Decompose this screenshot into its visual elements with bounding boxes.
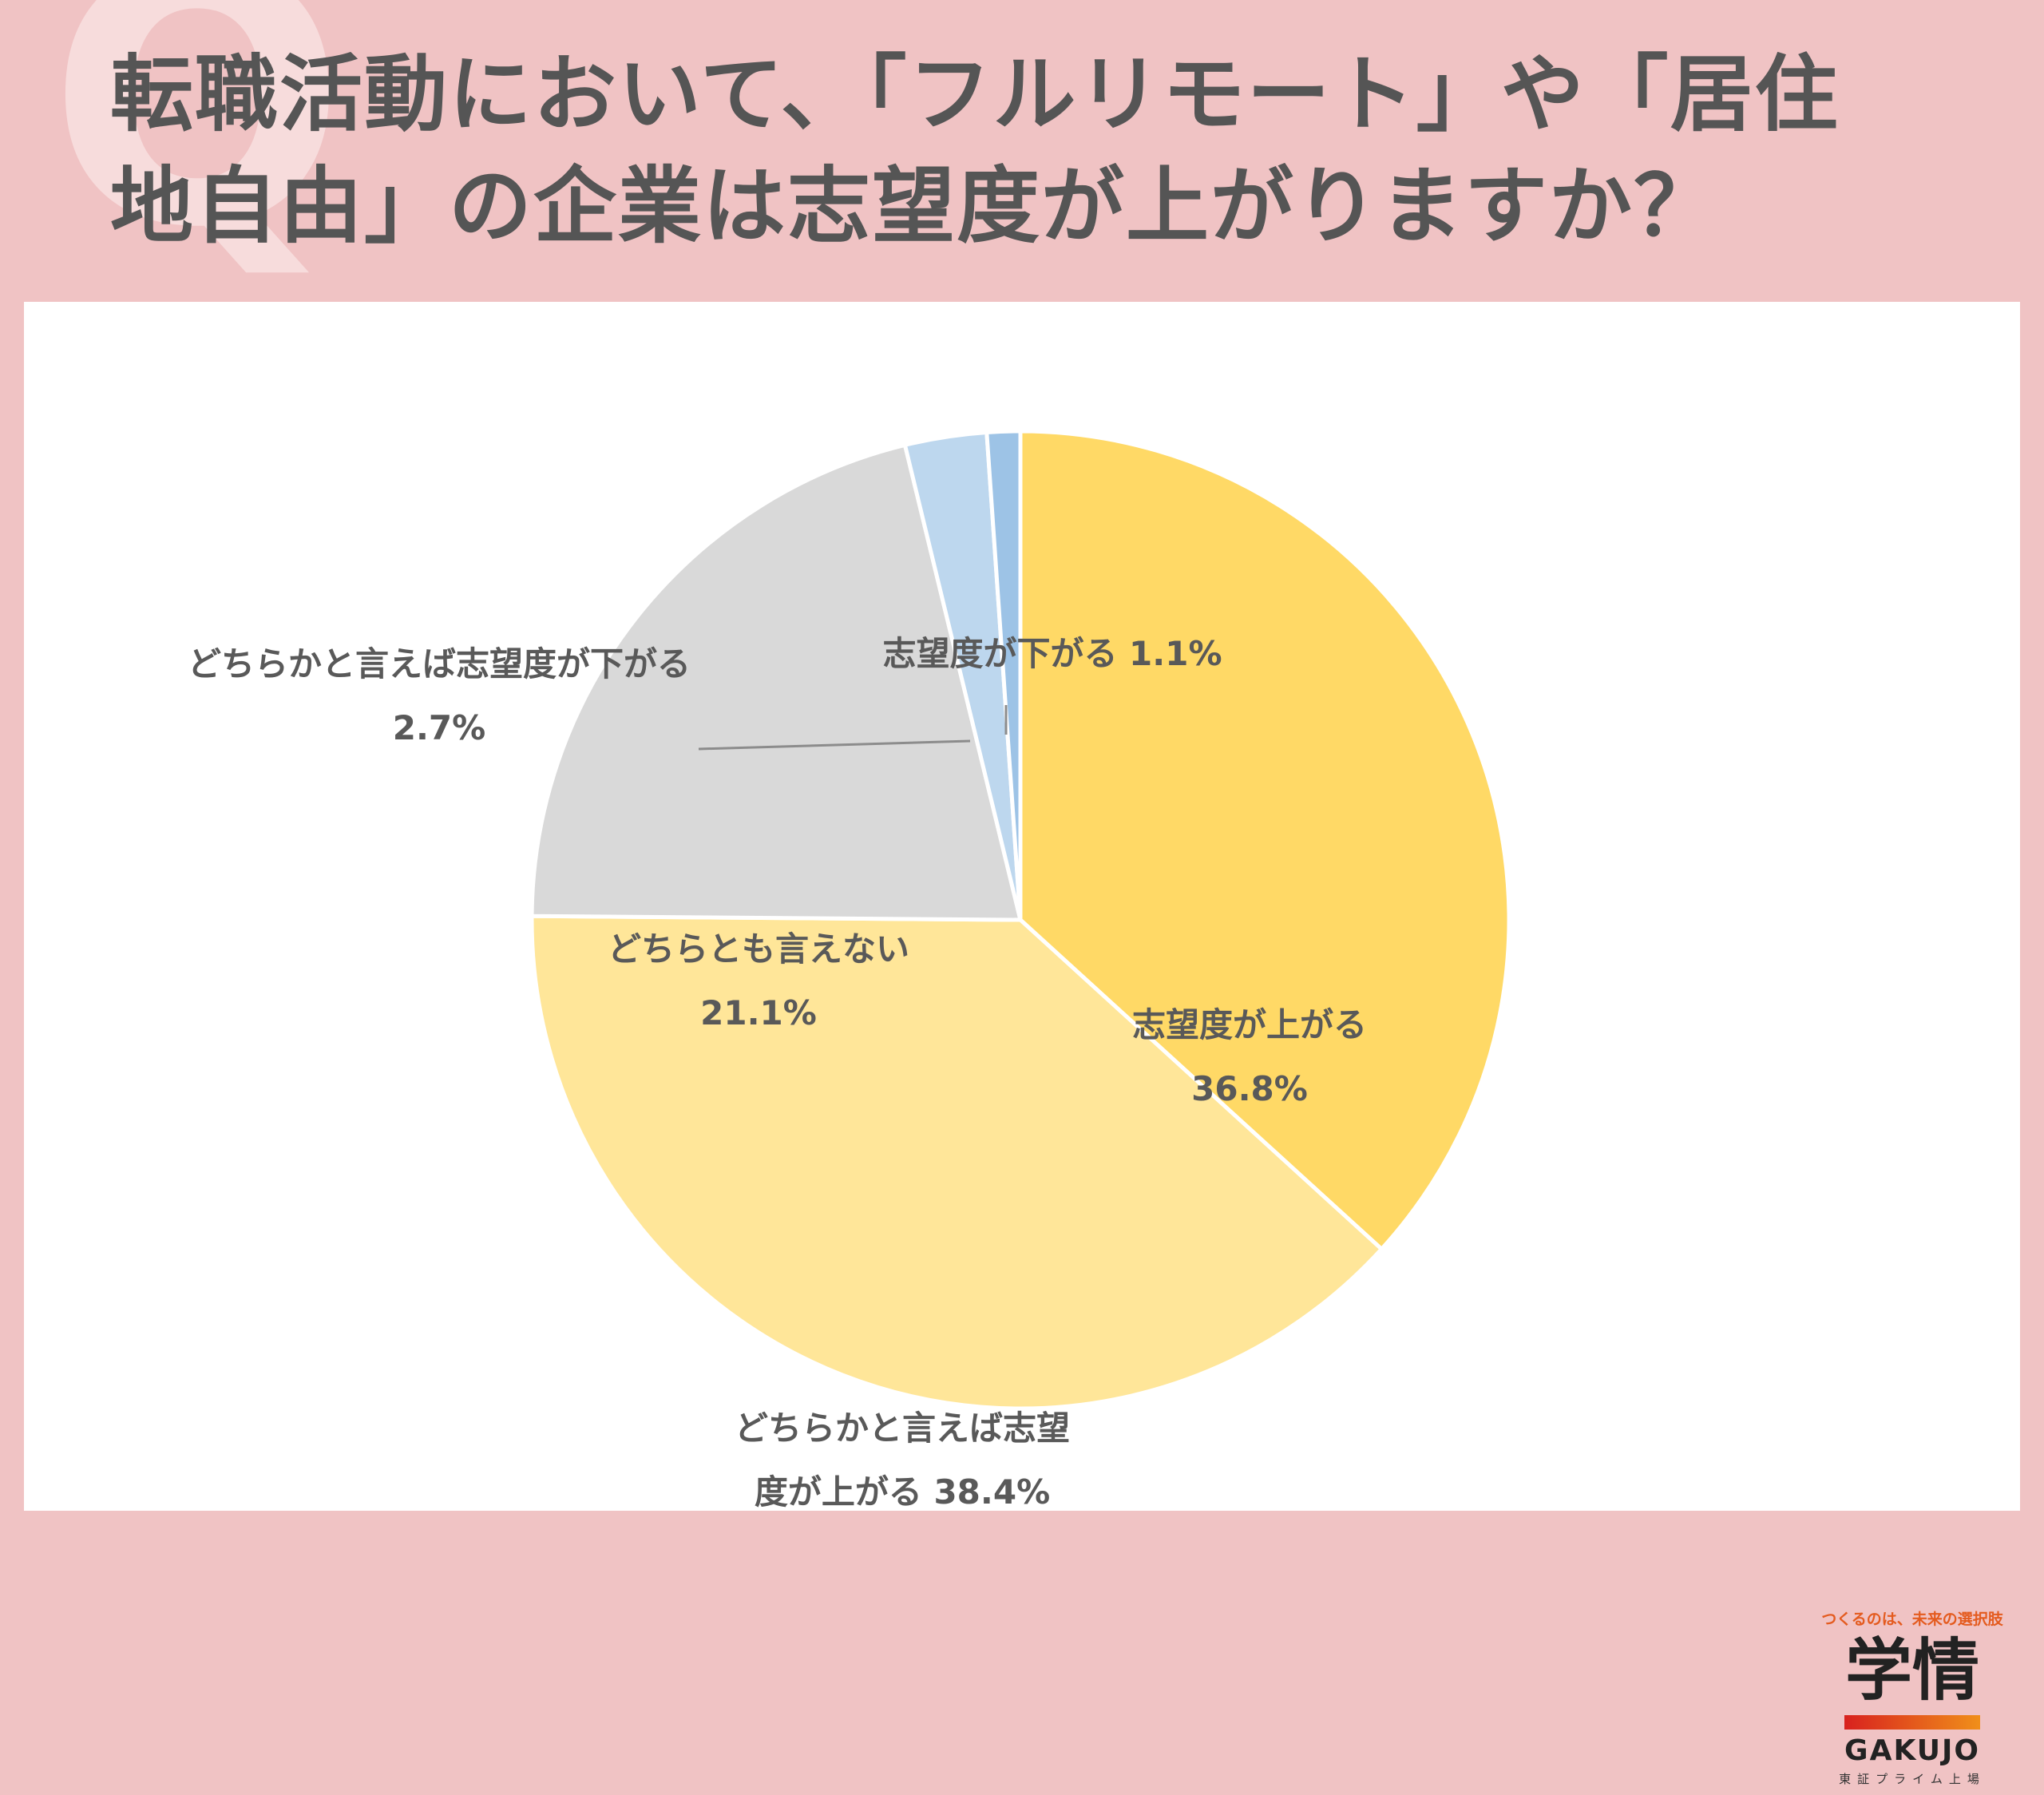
data-label-dochiraka-sagaru: どちらかと言えば志望度が下がる 2.7% xyxy=(188,644,691,747)
pie-slice-dochiratomo xyxy=(529,442,1024,922)
q-watermark-icon: Q xyxy=(48,0,347,304)
data-label-line: どちらとも言えない xyxy=(608,929,909,969)
pie-slice-dochiraka-agaru xyxy=(529,913,1384,1411)
data-label-dochiratomo: どちらとも言えない 21.1% xyxy=(608,929,909,1032)
data-label-dochiraka-agaru: どちらかと言えば志望度が上がる 38.4% xyxy=(735,1409,1070,1511)
data-label-line: 36.8% xyxy=(1191,1069,1308,1108)
logo-bar xyxy=(1844,1715,1980,1730)
data-label-line: 志望度が上がる xyxy=(1132,1005,1367,1044)
logo-tagline: つくるのは、未来の選択肢 xyxy=(1821,1611,2003,1628)
pie-slice-shibou-sagaru xyxy=(984,429,1023,921)
leader-line-dochiraka-sagaru xyxy=(698,739,971,751)
data-label-line: 度が上がる 38.4% xyxy=(755,1472,1050,1511)
logo-subtitle: 東証プライム上場 xyxy=(1839,1772,1986,1786)
logo-name: GAKUJO xyxy=(1844,1734,1980,1767)
chart-panel: 志望度が上がる 36.8% どちらかと言えば志望度が上がる 38.4% どちらとも言え… xyxy=(24,302,2020,1786)
pie-chart: 志望度が上がる 36.8% どちらかと言えば志望度が上がる 38.4% どちらとも言え… xyxy=(188,429,1511,1511)
pie-slice-shibou-agaru xyxy=(1018,429,1511,1252)
data-label-line: どちらかと言えば志望度が下がる xyxy=(188,644,691,684)
page-title: 転職活動において、「フルリモート」や「居住 地自由」の企業は志望度が上がりますか… xyxy=(110,38,2026,262)
data-label-shibou-sagaru: 志望度が下がる 1.1% xyxy=(882,634,1222,673)
data-label-line: どちらかと言えば志望 xyxy=(735,1409,1070,1448)
data-label-line: 21.1% xyxy=(700,993,817,1032)
logo-kanji: 学情 xyxy=(1844,1631,1979,1710)
title-line-1: 転職活動において、「フルリモート」や「居住 xyxy=(110,46,1840,143)
data-label-line: 志望度が下がる 1.1% xyxy=(882,634,1222,673)
title-line-2: 地自由」の企業は志望度が上がりますか？ xyxy=(110,157,1719,255)
data-label-line: 2.7% xyxy=(393,708,485,747)
data-label-shibou-agaru: 志望度が上がる 36.8% xyxy=(1132,1005,1367,1108)
gakujo-logo: つくるのは、未来の選択肢 学情 GAKUJO 東証プライム上場 xyxy=(1808,1607,2016,1795)
